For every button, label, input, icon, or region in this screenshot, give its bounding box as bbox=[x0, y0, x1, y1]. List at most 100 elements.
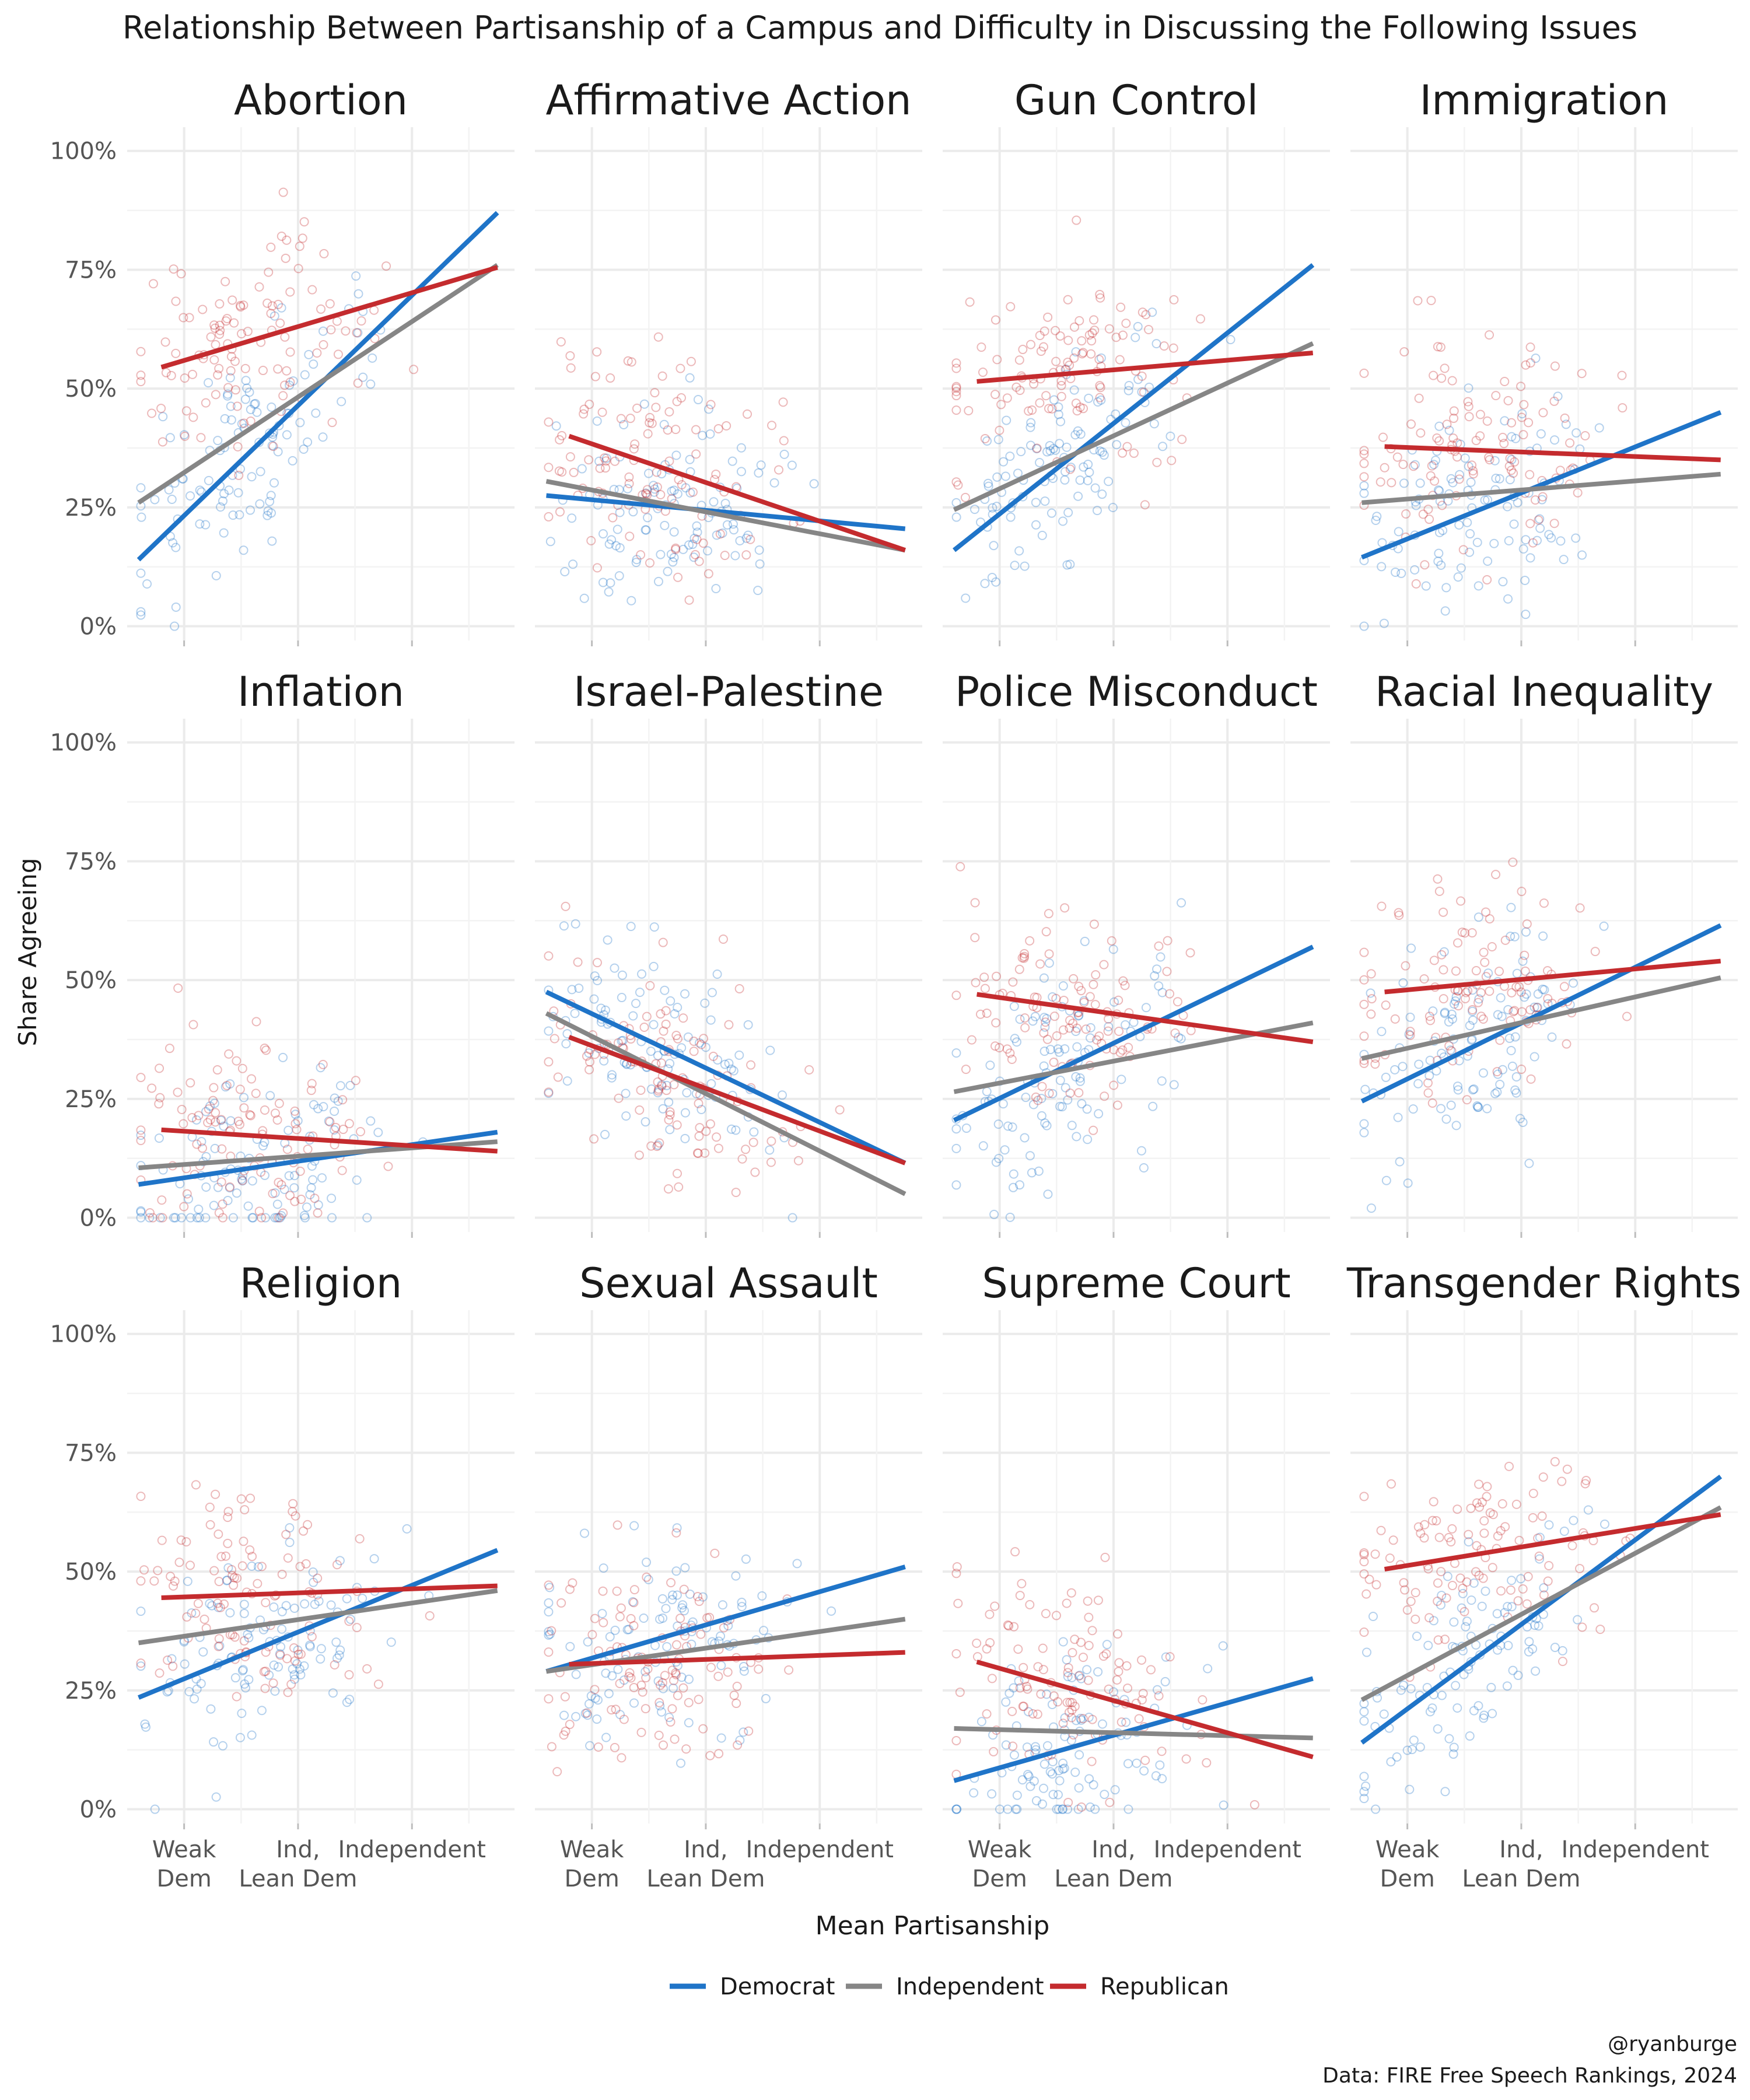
facet-fit-lines bbox=[545, 989, 907, 1196]
scatter-point bbox=[314, 1596, 324, 1606]
scatter-point bbox=[640, 1117, 650, 1127]
scatter-point bbox=[579, 404, 589, 414]
scatter-point bbox=[1019, 953, 1029, 963]
scatter-point bbox=[1062, 560, 1072, 570]
scatter-point bbox=[673, 572, 683, 582]
scatter-point bbox=[641, 1673, 651, 1683]
scatter-point bbox=[1071, 1072, 1081, 1082]
scatter-point bbox=[1105, 1797, 1115, 1807]
scatter-point bbox=[1023, 1684, 1032, 1694]
scatter-point bbox=[1130, 332, 1140, 342]
scatter-point bbox=[1116, 1717, 1126, 1727]
scatter-point bbox=[270, 1686, 280, 1696]
scatter-point bbox=[1371, 1804, 1381, 1814]
scatter-point bbox=[1037, 1111, 1046, 1121]
scatter-point bbox=[1060, 1083, 1070, 1093]
scatter-point bbox=[1472, 537, 1482, 547]
scatter-point bbox=[729, 525, 738, 535]
scatter-point bbox=[156, 404, 166, 414]
scatter-point bbox=[1478, 1573, 1488, 1583]
scatter-point bbox=[992, 355, 1002, 365]
scatter-point bbox=[559, 1710, 569, 1720]
scatter-point bbox=[230, 1673, 240, 1683]
scatter-point bbox=[1110, 1785, 1120, 1795]
scatter-point bbox=[1150, 971, 1160, 981]
scatter-point bbox=[1065, 1698, 1075, 1707]
scatter-point bbox=[1559, 982, 1569, 992]
scatter-point bbox=[274, 1098, 284, 1108]
scatter-point bbox=[716, 1661, 726, 1671]
scatter-point bbox=[296, 1670, 306, 1680]
scatter-point bbox=[1484, 452, 1494, 462]
scatter-point bbox=[1072, 1042, 1082, 1052]
scatter-point bbox=[316, 1063, 326, 1073]
scatter-point bbox=[1558, 1646, 1567, 1656]
scatter-point bbox=[1035, 398, 1045, 408]
scatter-point bbox=[656, 1009, 666, 1019]
scatter-point bbox=[650, 484, 660, 494]
scatter-point bbox=[1148, 1101, 1158, 1111]
scatter-point bbox=[237, 1709, 247, 1718]
scatter-point bbox=[1359, 488, 1369, 498]
scatter-point bbox=[1008, 1182, 1018, 1192]
scatter-point bbox=[178, 313, 188, 323]
scatter-point bbox=[580, 1528, 590, 1538]
scatter-point bbox=[1052, 1031, 1062, 1041]
scatter-point bbox=[1001, 1697, 1011, 1707]
scatter-point bbox=[835, 1105, 845, 1115]
scatter-point bbox=[284, 1171, 294, 1181]
scatter-point bbox=[1038, 1643, 1048, 1653]
scatter-point bbox=[136, 1130, 146, 1140]
scatter-point bbox=[1530, 1002, 1539, 1012]
scatter-point bbox=[744, 1726, 754, 1736]
scatter-point bbox=[971, 978, 981, 988]
scatter-point bbox=[247, 1074, 257, 1084]
scatter-point bbox=[219, 1599, 229, 1609]
scatter-point bbox=[166, 1572, 176, 1581]
scatter-point bbox=[136, 377, 146, 387]
scatter-point bbox=[1137, 387, 1147, 397]
scatter-point bbox=[1078, 348, 1088, 358]
scatter-point bbox=[669, 1080, 679, 1090]
scatter-point bbox=[570, 1009, 580, 1019]
scatter-point bbox=[318, 326, 328, 336]
scatter-point bbox=[153, 1566, 163, 1576]
scatter-point bbox=[1473, 1102, 1483, 1112]
scatter-point bbox=[1531, 354, 1541, 363]
scatter-point bbox=[285, 1523, 295, 1533]
scatter-point bbox=[140, 1719, 150, 1729]
scatter-point bbox=[980, 433, 990, 443]
scatter-point bbox=[209, 1737, 219, 1747]
scatter-point bbox=[1048, 1790, 1058, 1800]
scatter-point bbox=[1525, 553, 1535, 563]
scatter-point bbox=[646, 1141, 656, 1151]
scatter-point bbox=[1079, 998, 1089, 1007]
scatter-point bbox=[1503, 1640, 1513, 1650]
scatter-point bbox=[671, 1528, 681, 1538]
scatter-point bbox=[676, 393, 686, 403]
scatter-point bbox=[1019, 951, 1029, 961]
scatter-point bbox=[951, 405, 961, 415]
y-tick-label: 50% bbox=[65, 1559, 117, 1586]
scatter-point bbox=[1027, 405, 1037, 415]
scatter-point bbox=[706, 1079, 716, 1088]
scatter-point bbox=[1075, 475, 1085, 485]
scatter-point bbox=[1424, 1613, 1434, 1623]
scatter-point bbox=[694, 1695, 704, 1704]
scatter-point bbox=[1218, 1641, 1228, 1651]
x-tick-label: Weak bbox=[968, 1836, 1032, 1863]
scatter-point bbox=[1181, 1754, 1191, 1764]
scatter-point bbox=[975, 1009, 985, 1019]
scatter-point bbox=[262, 298, 272, 308]
scatter-point bbox=[182, 1612, 192, 1622]
scatter-point bbox=[750, 1167, 760, 1177]
scatter-point bbox=[1461, 1622, 1471, 1632]
scatter-point bbox=[1468, 469, 1478, 479]
scatter-point bbox=[694, 556, 704, 566]
scatter-point bbox=[1504, 1033, 1514, 1043]
scatter-point bbox=[164, 1044, 174, 1054]
scatter-point bbox=[685, 488, 695, 498]
scatter-point bbox=[204, 475, 214, 485]
scatter-point bbox=[237, 419, 247, 429]
scatter-point bbox=[344, 1670, 354, 1680]
